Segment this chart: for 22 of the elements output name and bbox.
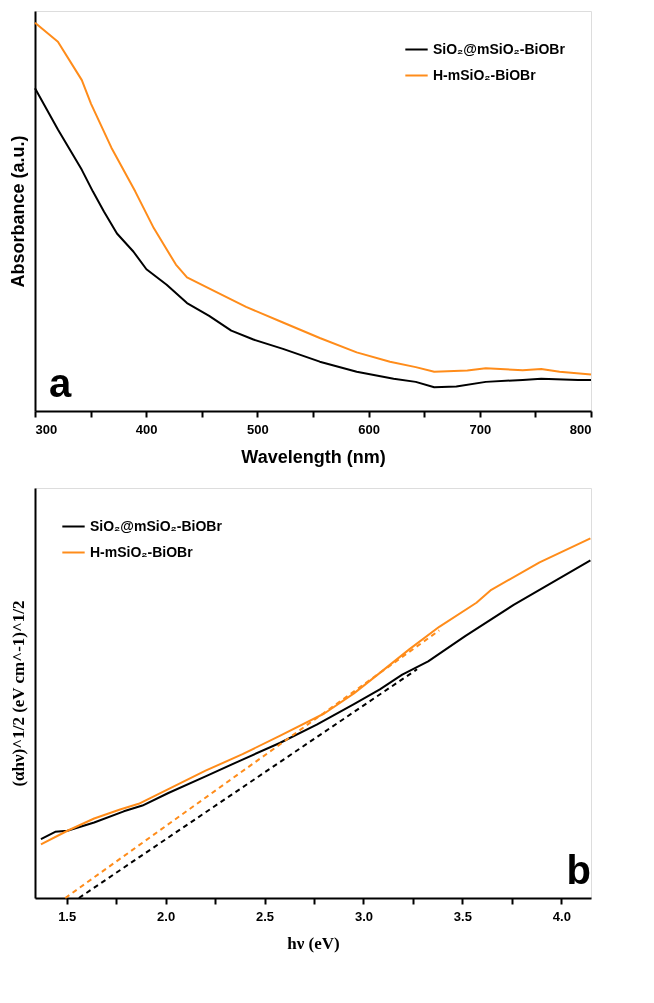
x-tick-label: 500 (247, 421, 269, 437)
x-tick-label: 2.0 (157, 908, 176, 924)
legend-label: H-mSiO₂-BiOBr (433, 66, 537, 83)
x-tick-label: 300 (35, 421, 58, 437)
legend-label: SiO₂@mSiO₂-BiOBr (90, 517, 223, 534)
y-axis-title: (αhν)^1/2 (eV cm^-1)^1/2 (8, 600, 28, 787)
annotation: b (566, 848, 591, 892)
x-tick-label: 400 (135, 421, 158, 437)
x-tick-label: 700 (469, 421, 492, 437)
x-axis-title: Wavelength (nm) (241, 446, 386, 467)
x-tick-label: 2.5 (255, 908, 275, 924)
x-tick-label: 4.0 (552, 908, 571, 924)
x-tick-label: 3.5 (453, 908, 472, 924)
x-tick-label: 1.5 (58, 908, 77, 924)
x-tick-label: 3.0 (354, 908, 373, 924)
annotation: a (49, 361, 72, 405)
y-axis-title: Absorbance (a.u.) (7, 135, 28, 288)
x-axis-title: hν (eV) (287, 933, 340, 953)
x-tick-label: 800 (569, 421, 592, 437)
x-tick-label: 600 (358, 421, 380, 437)
legend-label: SiO₂@mSiO₂-BiOBr (433, 40, 566, 57)
legend-label: H-mSiO₂-BiOBr (90, 543, 194, 560)
